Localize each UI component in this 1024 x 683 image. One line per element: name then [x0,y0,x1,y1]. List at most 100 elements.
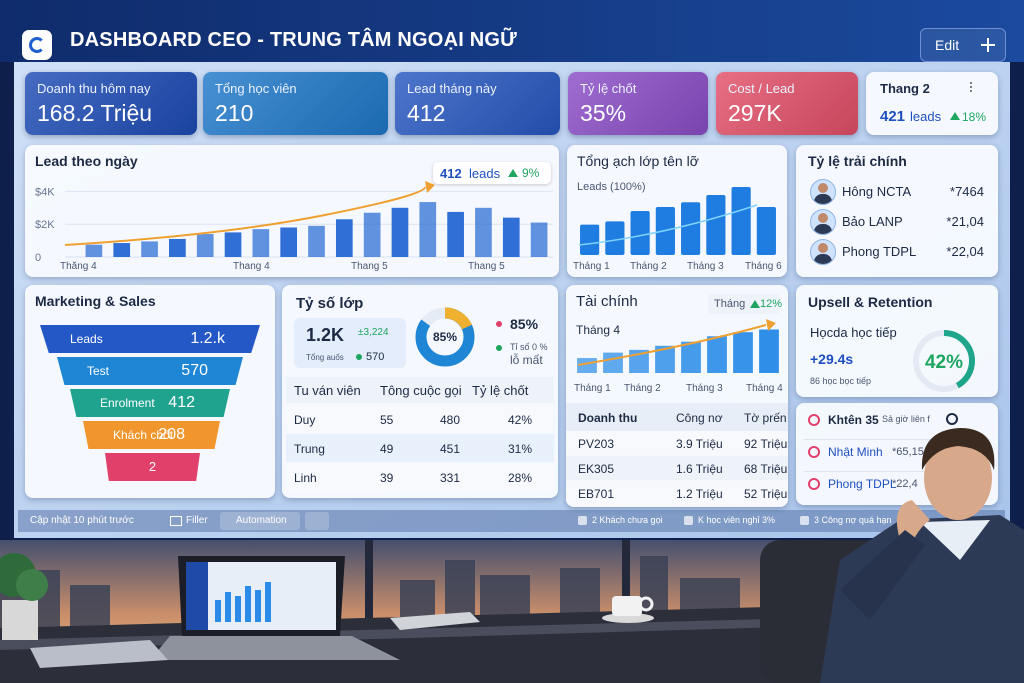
up-arrow-icon [950,112,960,120]
class-ratio-panel: Tỷ số lớp 1.2K ±3,224 Tổng auốs 570 85% 85% Tỉ … [282,285,558,498]
donut-accent [444,307,472,330]
bar [224,232,242,257]
search-icon[interactable] [946,413,958,425]
bar [681,341,701,373]
up-arrow-icon [750,300,760,308]
automation-button[interactable]: Automation [220,512,300,530]
chart: Tháng 1 Tháng 2 Tháng 3 Tháng 6 [573,187,782,272]
kpi-label: Tỷ lệ chốt [580,81,637,96]
table-header [286,377,554,403]
bar [419,202,437,257]
panel-title: Tài chính [576,293,638,310]
table-cell: 331 [440,471,461,485]
stage-value: 208 [158,426,185,443]
upsell-sub: 86 học bọc tiếp [810,376,872,386]
table-cell: 451 [440,442,461,456]
summary-delta: ±3,224 [358,327,389,338]
stage-label: Enrolment [100,396,155,410]
status-item: 3 Công nợ quá hạn [814,515,892,525]
funnel-stage: Khách chốt 208 [83,421,220,449]
donut-arc [415,307,475,367]
bar [630,211,650,255]
bar [733,332,753,373]
table-cell: 31% [508,442,533,456]
bar [580,224,600,255]
bar [141,241,158,257]
finance-badge: Tháng 12% [708,294,782,314]
y-tick-label: $2K [35,219,55,231]
table-cell: 55 [380,413,394,427]
row-value: *7464 [950,184,984,199]
y-tick-label: $4K [35,186,55,198]
kpi-value: 297K [728,100,782,126]
upsell-value: +29.4s [810,351,854,367]
x-tick-label: Thang 4 [233,261,270,272]
bar [308,225,325,257]
bar [447,211,464,257]
status-item: K học viên nghỉ 3% [698,515,776,525]
add-button[interactable] [305,512,329,530]
funnel-stage: Test 570 [57,357,243,385]
papers [30,640,168,668]
table-row [566,431,788,455]
upsell-label: Họcda học tiếp [810,325,897,340]
lead-chart-panel: Lead theo ngày $4K $2K 0 Thăng 4 Thang 4 Thang… [25,145,559,277]
legend-dot [496,321,502,327]
x-tick-label: Tháng 2 [630,261,667,272]
x-tick-label: Thăng 4 [60,261,97,272]
summary-card: 1.2K ±3,224 Tổng auốs 570 [294,318,406,368]
x-tick-label: Thang 5 [468,261,505,272]
badge-value: 412 [440,166,462,181]
filter-icon[interactable] [170,516,182,526]
badge-unit: leads [469,166,501,181]
summary-sub: Tổng auốs [306,353,344,362]
row-name: Hông NCTA [842,184,912,199]
alert-title: Khtên 35 [828,413,879,427]
table-cell: 68 Triệu [744,462,788,476]
bar [113,243,131,257]
lead-badge: 412 leads 9% [433,162,551,184]
chart: $4K $2K 0 Thăng 4 Thang 4 Thang 5 Thang 5 [35,181,553,272]
kpi-value: 35% [580,100,627,126]
ring-arc [913,330,975,392]
status-icon [578,516,587,525]
bar [731,187,751,255]
donut-label: 85% [433,330,457,344]
alert-title: Nhật Minh [828,445,883,459]
legend-value: 85% [510,316,539,332]
status-updated: Cập nhật 10 phút trước [30,515,134,526]
status-filter[interactable]: Filler [186,515,208,526]
table-header-cell: Doanh thu [578,411,638,425]
table-cell: 1.6 Triệu [676,462,723,476]
edit-button[interactable]: Edit [920,28,1006,62]
finance-panel: Tài chính Tháng 12% Tháng 4 Tháng 1 Tháng 2 Th… [566,285,788,507]
table-cell: 3.9 Triệu [676,437,723,451]
cup [602,596,654,623]
panel-title: Lead theo ngày [35,153,138,169]
bar [603,352,623,373]
stage-value: 1.2.k [190,330,225,347]
x-tick-label: Tháng 6 [745,261,782,272]
avatar-body [814,194,832,204]
bar [707,336,727,373]
menu-dot [970,86,972,88]
status-icon [684,516,693,525]
menu-dot [970,82,972,84]
alert-icon [808,414,820,426]
table-row [566,481,788,505]
table-row [286,405,554,433]
stage-label: Khách chốt [113,428,174,442]
divider [804,471,990,472]
table-cell: EK305 [578,462,615,476]
stage-value: 570 [181,362,208,379]
avatar-body [814,224,832,234]
kpi-card: Tổng học viên 210 [203,72,388,135]
chart: Tháng 1 Tháng 2 Tháng 3 Tháng 4 [574,319,783,394]
avatar-head [818,213,828,223]
alert-title: Phong TDPL [828,477,897,491]
bar [335,219,353,257]
legend-dot [496,345,502,351]
page-title: DASHBOARD CEO - TRUNG TÂM NGOẠI NGỮ [70,29,517,51]
summary-sub-value: 570 [366,351,385,363]
laptop [150,556,400,660]
